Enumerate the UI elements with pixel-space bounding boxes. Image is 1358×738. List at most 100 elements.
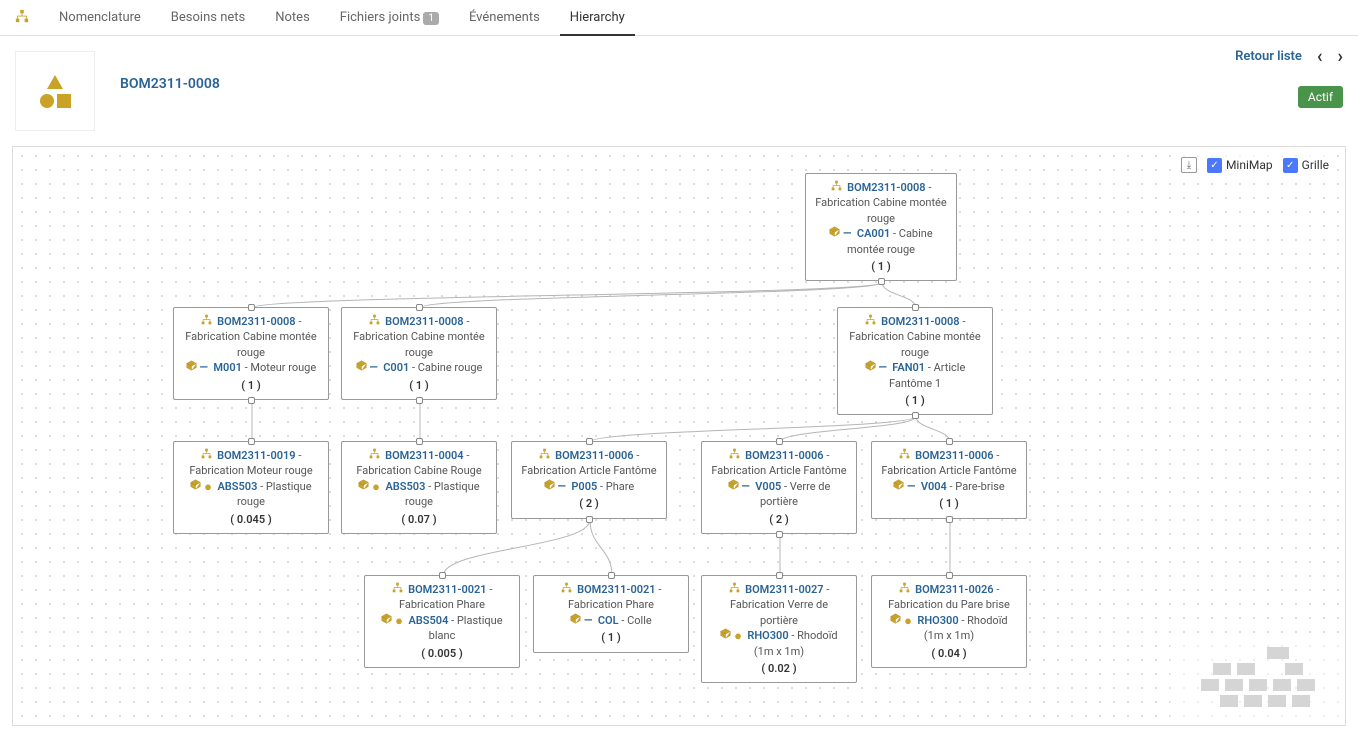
hierarchy-node[interactable]: BOM2311-0008 - Fabrication Cabine montée… bbox=[805, 173, 957, 281]
sitemap-icon bbox=[369, 449, 380, 462]
bom-link[interactable]: BOM2311-0026 bbox=[915, 583, 994, 596]
hierarchy-node[interactable]: BOM2311-0026 - Fabrication du Pare brise… bbox=[871, 575, 1027, 668]
node-connector[interactable] bbox=[416, 304, 423, 311]
hierarchy-node[interactable]: BOM2311-0006 - Fabrication Article Fantô… bbox=[871, 441, 1027, 519]
node-connector[interactable] bbox=[608, 572, 615, 579]
hierarchy-node[interactable]: BOM2311-0021 - Fabrication Phare — COL -… bbox=[533, 575, 689, 653]
export-icon[interactable]: ⤓ bbox=[1181, 157, 1197, 173]
sitemap-icon bbox=[392, 583, 403, 596]
node-connector[interactable] bbox=[946, 572, 953, 579]
next-arrow[interactable]: › bbox=[1338, 46, 1343, 67]
tab-besoins-nets[interactable]: Besoins nets bbox=[171, 0, 245, 35]
bom-link[interactable]: BOM2311-0021 bbox=[408, 583, 487, 596]
quantity: ( 0.07 ) bbox=[350, 512, 488, 527]
node-connector[interactable] bbox=[776, 531, 783, 538]
sitemap-icon bbox=[831, 181, 842, 194]
article-link[interactable]: C001 bbox=[383, 361, 409, 374]
cube-icon bbox=[570, 614, 581, 627]
hierarchy-node[interactable]: BOM2311-0027 - Fabrication Verre de port… bbox=[701, 575, 857, 683]
article-link[interactable]: RHO300 bbox=[747, 629, 788, 642]
grid-checkbox[interactable]: ✓ bbox=[1283, 158, 1298, 173]
bom-link[interactable]: BOM2311-0021 bbox=[577, 583, 656, 596]
cube-icon bbox=[358, 480, 369, 493]
node-connector[interactable] bbox=[416, 397, 423, 404]
minimap-checkbox[interactable]: ✓ bbox=[1207, 158, 1222, 173]
hierarchy-node[interactable]: BOM2311-0006 - Fabrication Article Fantô… bbox=[511, 441, 667, 519]
article-link[interactable]: ABS503 bbox=[385, 480, 425, 493]
bom-link[interactable]: BOM2311-0004 bbox=[385, 449, 464, 462]
tab-événements[interactable]: Événements bbox=[469, 0, 540, 35]
sitemap-icon bbox=[729, 583, 740, 596]
node-connector[interactable] bbox=[946, 438, 953, 445]
bom-link[interactable]: BOM2311-0006 bbox=[745, 449, 824, 462]
node-connector[interactable] bbox=[439, 572, 446, 579]
cube-icon bbox=[381, 614, 392, 627]
node-connector[interactable] bbox=[248, 397, 255, 404]
bom-link[interactable]: BOM2311-0008 bbox=[385, 315, 464, 328]
sitemap-icon bbox=[899, 583, 910, 596]
hierarchy-node[interactable]: BOM2311-0006 - Fabrication Article Fantô… bbox=[701, 441, 857, 534]
article-link[interactable]: V004 bbox=[921, 480, 947, 493]
tab-hierarchy[interactable]: Hierarchy bbox=[570, 0, 625, 35]
bom-link[interactable]: BOM2311-0027 bbox=[745, 583, 824, 596]
bom-link[interactable]: BOM2311-0008 bbox=[881, 315, 960, 328]
tab-notes[interactable]: Notes bbox=[275, 0, 310, 35]
hierarchy-node[interactable]: BOM2311-0021 - Fabrication Phare ● ABS50… bbox=[364, 575, 520, 668]
article-link[interactable]: ABS503 bbox=[217, 480, 257, 493]
minimap[interactable] bbox=[1170, 635, 1345, 725]
prev-arrow[interactable]: ‹ bbox=[1317, 46, 1323, 67]
article-desc: - Cabine rouge bbox=[409, 361, 482, 374]
node-connector[interactable] bbox=[416, 438, 423, 445]
sitemap-icon bbox=[561, 583, 572, 596]
circle-icon: ● bbox=[904, 614, 912, 629]
node-connector[interactable] bbox=[586, 516, 593, 523]
quantity: ( 0.02 ) bbox=[710, 661, 848, 676]
article-link[interactable]: RHO300 bbox=[917, 614, 958, 627]
bom-link[interactable]: BOM2311-0008 bbox=[217, 315, 296, 328]
sitemap-icon bbox=[539, 449, 550, 462]
hierarchy-canvas[interactable]: ⤓ ✓ MiniMap ✓ Grille BOM2311-0008 - Fabr… bbox=[12, 146, 1346, 726]
return-list-link[interactable]: Retour liste bbox=[1235, 49, 1302, 64]
article-link[interactable]: P005 bbox=[571, 480, 597, 493]
article-link[interactable]: ABS504 bbox=[408, 614, 448, 627]
dash-icon: — bbox=[558, 480, 566, 493]
quantity: ( 1 ) bbox=[814, 259, 948, 274]
node-connector[interactable] bbox=[776, 438, 783, 445]
node-connector[interactable] bbox=[946, 516, 953, 523]
article-link[interactable]: FAN01 bbox=[892, 361, 925, 374]
bom-link[interactable]: BOM2311-0006 bbox=[555, 449, 634, 462]
tab-fichiers-joints[interactable]: Fichiers joints1 bbox=[340, 0, 439, 35]
article-desc: - Phare bbox=[597, 480, 634, 493]
article-desc: - Colle bbox=[619, 614, 652, 627]
hierarchy-node[interactable]: BOM2311-0008 - Fabrication Cabine montée… bbox=[341, 307, 497, 400]
cube-icon bbox=[720, 629, 731, 642]
hierarchy-node[interactable]: BOM2311-0019 - Fabrication Moteur rouge … bbox=[173, 441, 329, 534]
article-link[interactable]: CA001 bbox=[857, 227, 890, 240]
bom-link[interactable]: BOM2311-0006 bbox=[915, 449, 994, 462]
article-link[interactable]: M001 bbox=[213, 361, 241, 374]
bom-link[interactable]: BOM2311-0019 bbox=[217, 449, 296, 462]
quantity: ( 2 ) bbox=[520, 496, 658, 511]
article-desc: - Pare-brise bbox=[947, 480, 1005, 493]
node-connector[interactable] bbox=[912, 412, 919, 419]
node-connector[interactable] bbox=[912, 304, 919, 311]
bom-link[interactable]: BOM2311-0008 bbox=[847, 181, 926, 194]
status-badge: Actif bbox=[1298, 86, 1343, 108]
node-connector[interactable] bbox=[586, 438, 593, 445]
hierarchy-node[interactable]: BOM2311-0008 - Fabrication Cabine montée… bbox=[837, 307, 993, 415]
circle-icon: ● bbox=[395, 614, 403, 629]
dash-icon: — bbox=[369, 361, 377, 374]
tab-nomenclature[interactable]: Nomenclature bbox=[59, 0, 141, 35]
circle-icon: ● bbox=[372, 480, 380, 495]
node-connector[interactable] bbox=[878, 278, 885, 285]
node-connector[interactable] bbox=[248, 438, 255, 445]
minimap-label: MiniMap bbox=[1226, 158, 1273, 172]
node-connector[interactable] bbox=[776, 572, 783, 579]
hierarchy-node[interactable]: BOM2311-0004 - Fabrication Cabine Rouge … bbox=[341, 441, 497, 534]
article-link[interactable]: COL bbox=[598, 614, 619, 627]
hierarchy-node[interactable]: BOM2311-0008 - Fabrication Cabine montée… bbox=[173, 307, 329, 400]
quantity: ( 1 ) bbox=[542, 630, 680, 645]
article-link[interactable]: V005 bbox=[755, 480, 781, 493]
quantity: ( 1 ) bbox=[880, 496, 1018, 511]
node-connector[interactable] bbox=[248, 304, 255, 311]
